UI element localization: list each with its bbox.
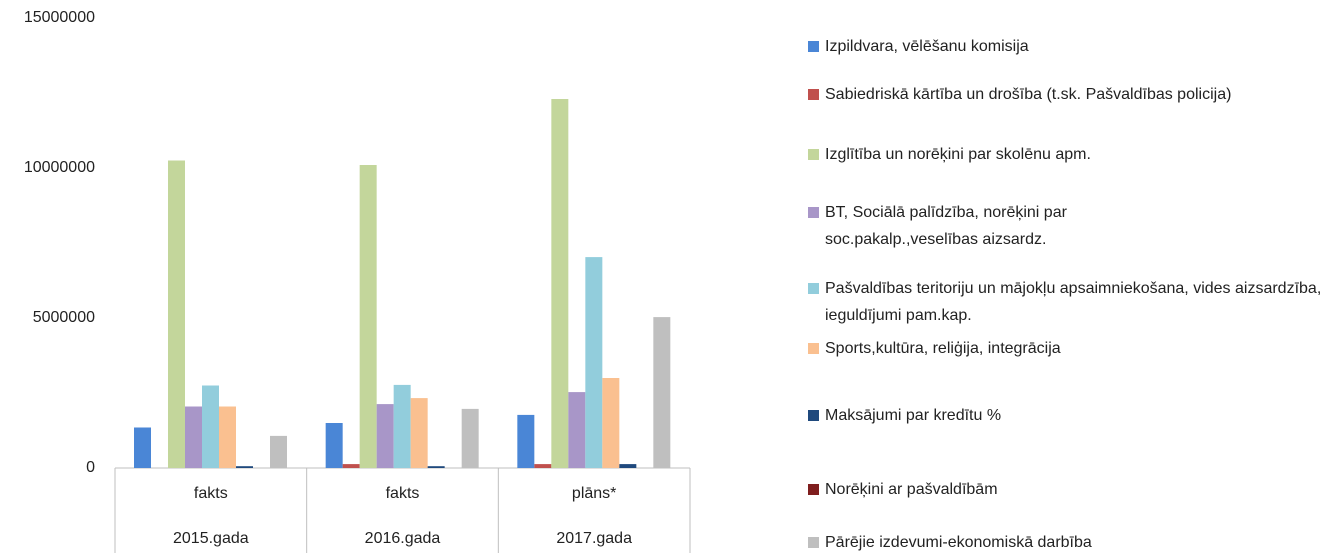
bar xyxy=(219,406,236,468)
legend-entry: Sports,kultūra, reliģija, integrācija xyxy=(808,335,1325,362)
legend-swatch xyxy=(808,343,819,354)
legend-entry: BT, Sociālā palīdzība, norēķini par soc.… xyxy=(808,199,1125,253)
legend-entry: Pārējie izdevumi-ekonomiskā darbība xyxy=(808,529,1325,556)
bar xyxy=(602,378,620,468)
legend-swatch xyxy=(808,484,819,495)
bar xyxy=(236,466,253,468)
bar xyxy=(427,466,445,468)
x-group-label: 2015.gada xyxy=(173,530,249,547)
y-tick-label: 15000000 xyxy=(24,9,95,26)
y-tick-label: 0 xyxy=(86,459,95,476)
legend-entry: Izglītība un norēķini par skolēnu apm. xyxy=(808,141,1325,168)
x-tick-label: fakts xyxy=(194,485,228,502)
bar xyxy=(270,435,287,468)
bar xyxy=(185,406,202,468)
bar xyxy=(568,392,586,468)
legend-label: Norēķini ar pašvaldībām xyxy=(825,481,998,498)
chart: 0 5000000 10000000 15000000 fakts 2015.gada fa… xyxy=(24,9,691,553)
legend-swatch xyxy=(808,283,819,294)
legend-label: Izpildvara, vēlēšanu komisija xyxy=(825,38,1029,55)
legend-label: Maksājumi par kredītu % xyxy=(825,407,1002,424)
y-tick-label: 5000000 xyxy=(33,309,95,326)
legend-entry: Sabiedriskā kārtība un drošība (t.sk. Pa… xyxy=(808,81,1325,108)
bar xyxy=(393,384,411,468)
bar xyxy=(585,257,603,468)
legend-entry: Maksājumi par kredītu % xyxy=(808,402,1325,429)
legend-swatch xyxy=(808,410,819,421)
bar xyxy=(359,165,377,468)
legend-label: Pārējie izdevumi-ekonomiskā darbība xyxy=(825,534,1092,551)
legend-entry: Izpildvara, vēlēšanu komisija xyxy=(808,33,1325,60)
legend-label: BT, Sociālā palīdzība, norēķini par soc.… xyxy=(825,204,1067,248)
bar xyxy=(461,408,479,468)
legend-entry: Norēķini ar pašvaldībām xyxy=(808,476,1325,503)
legend-entry: Pašvaldības teritoriju un mājokļu apsaim… xyxy=(808,275,1325,329)
bar xyxy=(517,414,535,468)
bar xyxy=(325,423,343,468)
legend-label: Izglītība un norēķini par skolēnu apm. xyxy=(825,146,1091,163)
legend-label: Pašvaldības teritoriju un mājokļu apsaim… xyxy=(825,280,1322,324)
bar xyxy=(653,317,671,468)
bar xyxy=(376,404,394,468)
x-tick-label: plāns* xyxy=(572,485,616,502)
bar xyxy=(168,160,185,468)
legend-swatch xyxy=(808,41,819,52)
bar xyxy=(202,385,219,468)
bar xyxy=(534,464,552,468)
legend-swatch xyxy=(808,537,819,548)
bar xyxy=(551,99,569,468)
bar xyxy=(410,398,428,468)
legend-swatch xyxy=(808,89,819,100)
legend-swatch xyxy=(808,207,819,218)
bar xyxy=(619,464,637,468)
legend-label: Sabiedriskā kārtība un drošība (t.sk. Pa… xyxy=(825,86,1232,103)
x-group-label: 2017.gada xyxy=(556,530,632,547)
legend-label: Sports,kultūra, reliģija, integrācija xyxy=(825,340,1061,357)
x-tick-label: fakts xyxy=(386,485,420,502)
legend-swatch xyxy=(808,149,819,160)
bar xyxy=(342,464,360,468)
bar xyxy=(134,427,151,468)
y-tick-label: 10000000 xyxy=(24,159,95,176)
x-group-label: 2016.gada xyxy=(365,530,441,547)
